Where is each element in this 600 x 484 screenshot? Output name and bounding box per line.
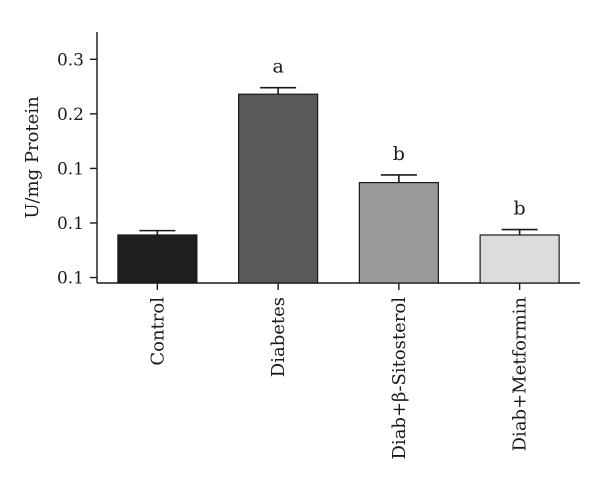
category-label: Diab+β-Sitosterol	[389, 297, 410, 460]
category-label: Diab+Metformin	[510, 297, 531, 452]
significance-labels: a b b	[272, 56, 525, 220]
significance-label: a	[272, 56, 283, 78]
bar-4	[479, 234, 560, 284]
significance-label: b	[514, 198, 526, 220]
y-tick-label: 0.1	[57, 159, 84, 179]
category-label: Control	[147, 297, 168, 366]
error-bars	[139, 86, 538, 235]
significance-label: b	[393, 143, 405, 165]
y-tick-label: 0.3	[57, 50, 84, 70]
bar-1	[117, 234, 198, 284]
y-tick-label: 0.1	[57, 214, 84, 234]
x-axis	[97, 282, 580, 290]
y-axis-label: U/mg Protein	[22, 96, 43, 219]
category-label: Diabetes	[268, 297, 289, 377]
y-tick-label: 0.2	[57, 105, 84, 125]
bars	[117, 93, 560, 284]
bar-3	[358, 182, 439, 284]
bar-2	[238, 93, 319, 284]
y-axis: 0.1 0.1 0.1 0.2 0.3	[57, 32, 98, 289]
y-tick-label: 0.1	[57, 269, 84, 289]
category-labels: Control Diabetes Diab+β-Sitosterol Diab+Met…	[147, 297, 530, 460]
